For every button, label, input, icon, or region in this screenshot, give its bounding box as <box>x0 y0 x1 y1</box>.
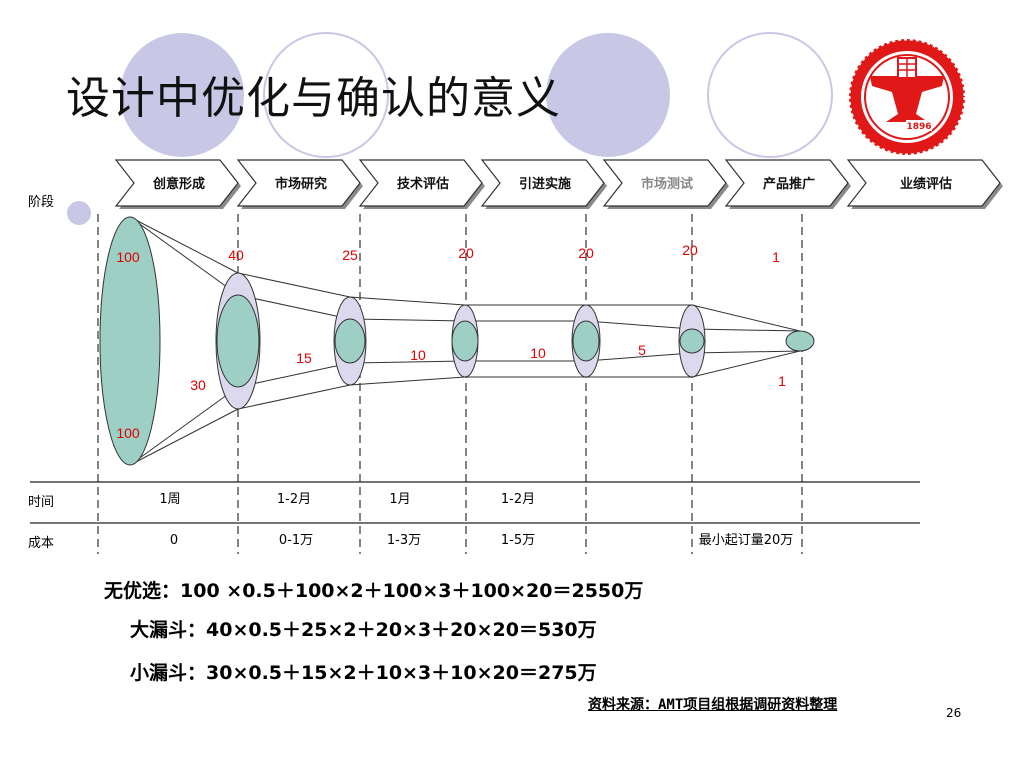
funnel-inner-line <box>129 216 239 296</box>
source-note: 资料来源：AMT项目组根据调研资料整理 <box>588 697 838 713</box>
small-funnel-count: 30 <box>190 377 206 393</box>
large-funnel-count: 100 <box>116 249 140 265</box>
funnel-inner-ellipse <box>572 320 600 362</box>
large-funnel-count: 1 <box>772 249 780 265</box>
row-label-cost: 成本 <box>28 536 55 551</box>
time-value: 1月 <box>389 492 410 507</box>
cost-value: 1-3万 <box>387 533 421 548</box>
funnel-edge-line <box>691 304 801 332</box>
funnel-inner-line <box>691 350 801 354</box>
funnel-inner-line <box>129 386 239 466</box>
small-funnel-count: 5 <box>638 342 646 358</box>
large-funnel-count: 20 <box>458 245 474 261</box>
funnel-inner-line <box>349 360 466 364</box>
large-funnel-count: 20 <box>578 245 594 261</box>
small-funnel-count: 1 <box>778 373 786 389</box>
small-funnel-count: 10 <box>410 347 426 363</box>
funnel-edge-line <box>349 296 466 306</box>
time-value: 1-2月 <box>501 492 535 507</box>
stage-label: 市场测试 <box>641 176 693 192</box>
funnel-edge-line <box>129 408 239 466</box>
stage-chevron <box>236 159 361 207</box>
small-funnel-count: 15 <box>296 350 312 366</box>
funnel-edge-line <box>129 216 239 274</box>
university-logo: 1896 <box>847 37 967 157</box>
stage-dot <box>67 201 91 225</box>
deco-circle <box>546 33 670 157</box>
decorative-circles <box>120 32 833 158</box>
page-number: 26 <box>946 706 962 720</box>
funnel-inner-line <box>349 318 466 322</box>
funnel-inner-line <box>585 320 693 330</box>
stage-label: 创意形成 <box>152 176 205 192</box>
funnel-inner-line <box>691 328 801 332</box>
formula-large-funnel: 大漏斗：40×0.5＋25×2＋20×3＋20×20＝530万 <box>130 619 597 641</box>
cost-value: 0-1万 <box>279 533 313 548</box>
stage-chevron <box>358 159 483 207</box>
funnel-stage-ellipse <box>99 216 161 466</box>
anvil-icon <box>870 76 944 122</box>
stage-chevron <box>114 159 239 207</box>
funnel-diagram: 100 40 25 20 20 20 1 100 30 15 10 10 5 1 1周 1-2月 1月 1-2月 0… <box>30 214 920 554</box>
stage-label: 业绩评估 <box>900 176 952 192</box>
funnel-inner-line <box>237 362 351 388</box>
time-value: 1-2月 <box>277 492 311 507</box>
stage-chevron <box>846 159 1001 207</box>
stage-chevron <box>480 159 605 207</box>
logo-year: 1896 <box>906 122 931 132</box>
small-funnel-count: 10 <box>530 345 546 361</box>
funnel-edge-line <box>237 384 351 410</box>
funnel-edge-line <box>349 376 466 386</box>
stage-label: 引进实施 <box>519 176 571 192</box>
stage-chevron <box>602 159 727 207</box>
cost-value: 1-5万 <box>501 533 535 548</box>
stage-label: 市场研究 <box>275 176 327 192</box>
formula-no-optimization: 无优选：100 ×0.5＋100×2＋100×3＋100×20＝2550万 <box>104 580 644 602</box>
stage-label: 产品推广 <box>763 176 815 192</box>
page-title: 设计中优化与确认的意义 <box>66 73 561 124</box>
stage-chevron-bar: 创意形成 市场研究 技术评估 引进实施 市场测试 产品推广 业绩评估 <box>114 159 1003 209</box>
stage-label: 技术评估 <box>397 176 449 192</box>
deco-circle <box>120 33 244 157</box>
cost-value: 0 <box>170 533 178 548</box>
funnel-inner-ellipse <box>334 318 366 364</box>
funnel-edge-line <box>237 272 351 298</box>
large-funnel-count: 25 <box>342 247 358 263</box>
large-funnel-count: 40 <box>228 247 244 263</box>
funnel-inner-ellipse <box>451 320 479 362</box>
small-funnel-count: 100 <box>116 425 140 441</box>
row-label-stage: 阶段 <box>28 195 55 210</box>
stage-chevron <box>724 159 849 207</box>
funnel-inner-line <box>585 352 693 362</box>
funnel-inner-line <box>237 294 351 320</box>
large-funnel-count: 20 <box>682 242 698 258</box>
funnel-stage-ellipse <box>785 330 815 352</box>
time-value: 1周 <box>159 492 180 507</box>
formula-small-funnel: 小漏斗：30×0.5＋15×2＋10×3＋10×20＝275万 <box>130 662 597 684</box>
deco-circle <box>707 32 833 158</box>
deco-circle <box>263 32 389 158</box>
cost-value: 最小起订量20万 <box>699 533 794 548</box>
funnel-inner-ellipse <box>216 294 260 388</box>
row-label-time: 时间 <box>28 495 55 510</box>
funnel-edge-line <box>691 350 801 378</box>
funnel-inner-ellipse <box>679 328 705 354</box>
